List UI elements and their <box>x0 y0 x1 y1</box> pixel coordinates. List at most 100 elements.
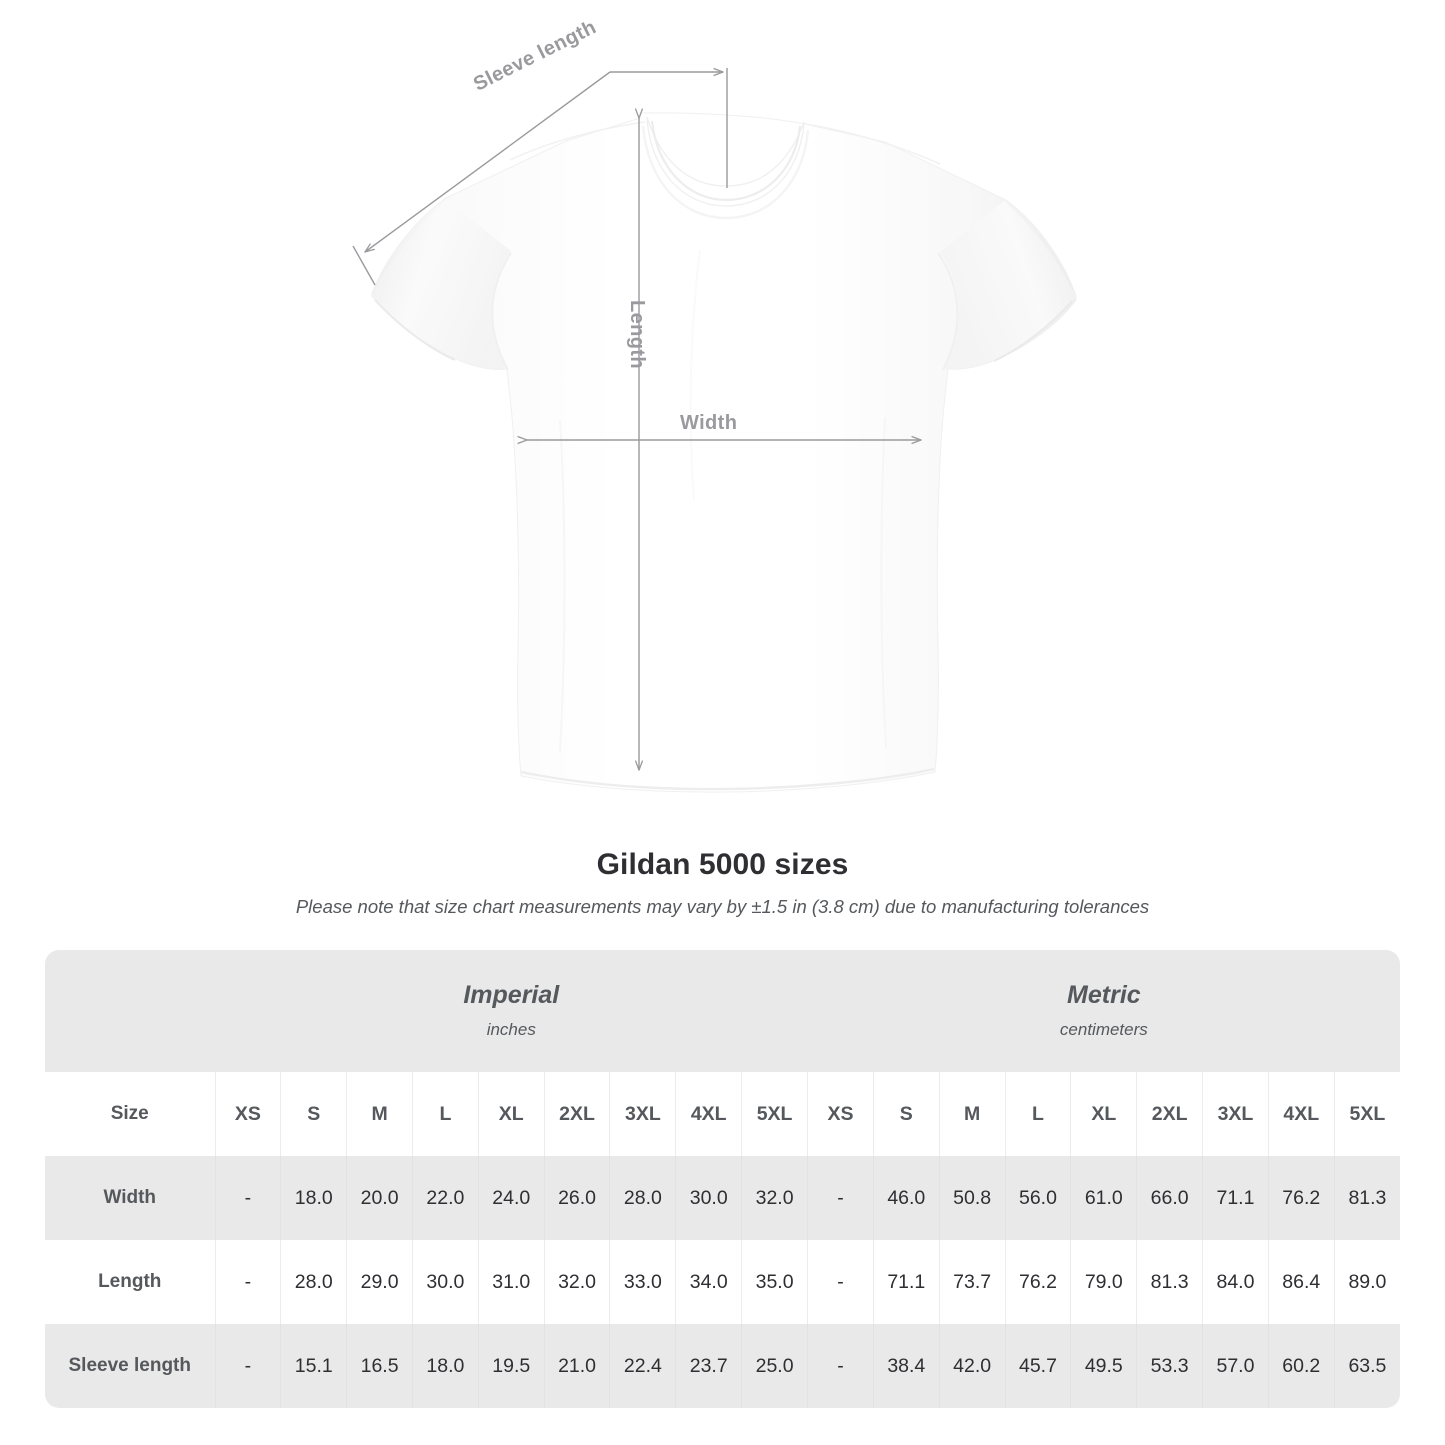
width-imperial-5xl: 32.0 <box>741 1156 808 1240</box>
length-imperial-2xl: 32.0 <box>543 1240 610 1324</box>
length-imperial-s: 28.0 <box>280 1240 347 1324</box>
sleeve-metric-2xl: 53.3 <box>1136 1324 1203 1408</box>
row-label-length: Length <box>45 1240 215 1324</box>
size-header-metric-s: S <box>872 1072 940 1156</box>
sleeve-metric-l: 45.7 <box>1004 1324 1071 1408</box>
sleeve-diagonal-line <box>365 71 611 252</box>
unit-spacer-cell <box>45 950 215 1072</box>
size-header-imperial-xl: XL <box>477 1072 545 1156</box>
size-header-metric-l: L <box>1004 1072 1071 1156</box>
length-imperial-4xl: 34.0 <box>675 1240 742 1324</box>
width-imperial-xs: - <box>214 1156 281 1240</box>
tshirt-collar <box>646 116 805 207</box>
sleeve-imperial-m: 16.5 <box>346 1324 413 1408</box>
width-imperial-2xl: 26.0 <box>543 1156 610 1240</box>
table-row: Sleeve length - 15.1 16.5 18.0 19.5 21.0… <box>45 1324 1401 1408</box>
tshirt-measurement-diagram: Sleeve length Length Width <box>352 16 1077 793</box>
width-metric-xs: - <box>807 1156 874 1240</box>
size-chart-table: Imperial inches Metric centimeters Size … <box>45 950 1401 1408</box>
dimension-lines <box>352 68 921 770</box>
size-header-metric-4xl: 4XL <box>1267 1072 1335 1156</box>
length-imperial-xs: - <box>214 1240 281 1324</box>
length-metric-xl: 79.0 <box>1070 1240 1137 1324</box>
tshirt-right-sleeve <box>940 201 1076 370</box>
width-imperial-4xl: 30.0 <box>675 1156 742 1240</box>
size-header-imperial-2xl: 2XL <box>543 1072 610 1156</box>
row-label-width: Width <box>45 1156 215 1240</box>
sleeve-imperial-l: 18.0 <box>411 1324 479 1408</box>
unit-group-metric-name: Metric <box>1067 981 1141 1010</box>
size-header-imperial-xs: XS <box>214 1072 281 1156</box>
size-header-metric-xs: XS <box>807 1072 874 1156</box>
length-metric-4xl: 86.4 <box>1267 1240 1335 1324</box>
length-metric-3xl: 84.0 <box>1202 1240 1269 1324</box>
sleeve-end-tick <box>352 245 376 286</box>
length-metric-m: 73.7 <box>938 1240 1006 1324</box>
length-metric-2xl: 81.3 <box>1136 1240 1203 1324</box>
tshirt-left-sleeve <box>372 200 511 370</box>
sleeve-imperial-4xl: 23.7 <box>675 1324 742 1408</box>
tshirt-body-shape <box>371 112 1077 793</box>
length-metric-xs: - <box>807 1240 874 1324</box>
size-header-imperial-m: M <box>346 1072 413 1156</box>
length-metric-s: 71.1 <box>872 1240 940 1324</box>
width-metric-s: 46.0 <box>872 1156 940 1240</box>
unit-group-row: Imperial inches Metric centimeters <box>45 950 1401 1072</box>
width-metric-xl: 61.0 <box>1070 1156 1137 1240</box>
size-header-metric-m: M <box>938 1072 1006 1156</box>
length-imperial-m: 29.0 <box>346 1240 413 1324</box>
size-header-imperial-s: S <box>280 1072 347 1156</box>
sleeve-metric-xs: - <box>807 1324 874 1408</box>
row-label-sleeve-length: Sleeve length <box>45 1324 215 1408</box>
length-imperial-3xl: 33.0 <box>609 1240 676 1324</box>
width-metric-5xl: 81.3 <box>1333 1156 1401 1240</box>
sleeve-metric-s: 38.4 <box>872 1324 940 1408</box>
width-metric-m: 50.8 <box>938 1156 1006 1240</box>
width-imperial-m: 20.0 <box>346 1156 413 1240</box>
width-imperial-xl: 24.0 <box>477 1156 545 1240</box>
size-header-imperial-l: L <box>411 1072 479 1156</box>
unit-group-metric-sub: centimeters <box>1059 1019 1148 1039</box>
width-metric-2xl: 66.0 <box>1136 1156 1203 1240</box>
size-header-metric-2xl: 2XL <box>1136 1072 1203 1156</box>
width-imperial-s: 18.0 <box>280 1156 347 1240</box>
page-title: Gildan 5000 sizes <box>596 848 849 881</box>
sleeve-metric-xl: 49.5 <box>1070 1324 1137 1408</box>
length-imperial-xl: 31.0 <box>477 1240 545 1324</box>
size-header-label: Size <box>45 1072 215 1156</box>
length-metric-5xl: 89.0 <box>1333 1240 1401 1324</box>
sleeve-metric-3xl: 57.0 <box>1202 1324 1269 1408</box>
table-row: Width - 18.0 20.0 22.0 24.0 26.0 28.0 30… <box>45 1156 1401 1240</box>
width-metric-4xl: 76.2 <box>1267 1156 1335 1240</box>
size-header-imperial-4xl: 4XL <box>675 1072 742 1156</box>
tshirt-illustration <box>371 112 1077 793</box>
size-header-imperial-5xl: 5XL <box>741 1072 808 1156</box>
size-header-metric-5xl: 5XL <box>1333 1072 1401 1156</box>
length-metric-l: 76.2 <box>1004 1240 1071 1324</box>
sleeve-imperial-5xl: 25.0 <box>741 1324 808 1408</box>
size-header-metric-3xl: 3XL <box>1202 1072 1269 1156</box>
sleeve-imperial-3xl: 22.4 <box>609 1324 676 1408</box>
sleeve-metric-m: 42.0 <box>938 1324 1006 1408</box>
size-header-row: Size XS S M L XL 2XL 3XL 4XL 5XL XS S M … <box>45 1072 1401 1156</box>
table-row: Length - 28.0 29.0 30.0 31.0 32.0 33.0 3… <box>45 1240 1401 1324</box>
width-metric-3xl: 71.1 <box>1202 1156 1269 1240</box>
size-chart-table-wrapper: Imperial inches Metric centimeters Size … <box>45 950 1401 1408</box>
width-imperial-3xl: 28.0 <box>609 1156 676 1240</box>
size-header-imperial-3xl: 3XL <box>609 1072 676 1156</box>
sleeve-imperial-2xl: 21.0 <box>543 1324 610 1408</box>
sleeve-imperial-xl: 19.5 <box>477 1324 545 1408</box>
sleeve-metric-4xl: 60.2 <box>1267 1324 1335 1408</box>
width-metric-l: 56.0 <box>1004 1156 1071 1240</box>
unit-group-metric: Metric centimeters <box>807 950 1401 1072</box>
length-imperial-5xl: 35.0 <box>741 1240 808 1324</box>
length-imperial-l: 30.0 <box>411 1240 479 1324</box>
width-imperial-l: 22.0 <box>411 1156 479 1240</box>
sleeve-imperial-xs: - <box>214 1324 281 1408</box>
tolerance-note: Please note that size chart measurements… <box>295 896 1150 917</box>
size-header-metric-xl: XL <box>1070 1072 1137 1156</box>
unit-group-imperial-name: Imperial <box>463 981 560 1010</box>
unit-group-imperial-sub: inches <box>486 1019 536 1039</box>
sleeve-metric-5xl: 63.5 <box>1333 1324 1401 1408</box>
